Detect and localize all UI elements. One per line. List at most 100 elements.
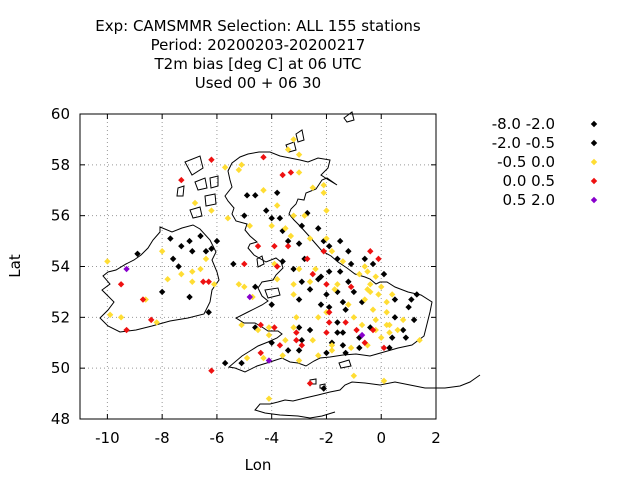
data-point (202, 255, 210, 263)
x-tick-label: -10 (95, 429, 120, 447)
data-point (386, 329, 393, 336)
data-point (243, 192, 251, 199)
data-point (347, 283, 355, 291)
data-point (375, 255, 382, 263)
coastline-map (99, 111, 481, 419)
data-point (410, 316, 418, 324)
data-point (339, 258, 347, 265)
data-point (388, 291, 396, 298)
data-point (293, 314, 300, 321)
data-point (268, 301, 275, 308)
data-point (268, 222, 275, 230)
data-point (189, 278, 196, 285)
x-tick-label: 0 (376, 429, 386, 447)
data-point (339, 298, 347, 306)
legend-label: 0.5 2.0 (503, 191, 555, 209)
data-point (350, 288, 358, 296)
data-point (213, 237, 221, 245)
data-point (290, 324, 297, 331)
data-point (290, 265, 297, 273)
data-point (123, 265, 130, 273)
data-point (290, 136, 297, 143)
data-point (257, 321, 264, 329)
data-point (164, 276, 171, 283)
data-point (265, 324, 273, 331)
data-point (241, 283, 248, 291)
data-point (169, 255, 177, 263)
data-point (290, 212, 297, 219)
data-point (254, 242, 262, 250)
data-point (153, 319, 160, 326)
data-point (408, 296, 415, 303)
data-point (293, 337, 300, 344)
data-point (383, 298, 390, 306)
data-point (290, 281, 297, 288)
data-point (367, 288, 374, 296)
legend-label: 0.0 0.5 (503, 172, 555, 190)
data-point (298, 222, 306, 230)
data-point (298, 342, 306, 349)
data-point (276, 215, 284, 222)
data-point (345, 301, 352, 308)
data-point (372, 316, 379, 324)
data-point (361, 263, 368, 270)
data-point (326, 242, 333, 250)
data-point (263, 207, 270, 214)
data-points (104, 136, 423, 402)
data-point (186, 293, 193, 301)
data-point (117, 314, 125, 321)
data-point (186, 237, 193, 245)
data-point (312, 265, 319, 273)
data-point (315, 314, 322, 321)
data-point (323, 235, 330, 242)
data-point (167, 235, 174, 242)
data-point (221, 164, 229, 171)
data-point (238, 161, 245, 169)
data-point (246, 222, 253, 230)
data-point (252, 192, 259, 199)
data-point (402, 334, 410, 341)
data-point (383, 309, 390, 316)
data-point (413, 291, 421, 298)
data-point (246, 293, 253, 301)
data-point (347, 260, 355, 268)
data-point (224, 215, 232, 222)
data-point (405, 303, 412, 311)
data-point (104, 258, 111, 265)
data-point (189, 268, 196, 275)
data-point (361, 255, 368, 263)
data-point (197, 265, 204, 273)
chart-title-line-1: Exp: CAMSMMR Selection: ALL 155 stations (95, 17, 421, 35)
legend: -8.0 -2.0-2.0 -0.5-0.5 0.00.0 0.50.5 2.0 (492, 115, 598, 209)
data-point (339, 329, 347, 336)
data-point (273, 276, 281, 283)
data-point (178, 176, 185, 184)
data-point (309, 337, 316, 344)
data-point (315, 225, 322, 232)
data-point (369, 326, 377, 334)
data-point (331, 286, 338, 293)
data-point (221, 359, 229, 367)
data-point (386, 321, 393, 329)
x-tick-label: -4 (264, 429, 279, 447)
data-point (295, 324, 303, 331)
legend-label: -2.0 -0.5 (492, 134, 555, 152)
data-point (309, 184, 316, 191)
y-tick-label: 54 (51, 258, 70, 276)
data-point (254, 326, 262, 334)
chart-title-line-2: Period: 20200203-20200217 (150, 36, 366, 54)
data-point (293, 329, 300, 336)
data-point (273, 189, 281, 196)
chart-title-line-4: Used 00 + 06 30 (194, 74, 322, 92)
data-point (295, 265, 303, 273)
data-point (208, 207, 215, 214)
data-point (260, 354, 267, 362)
data-point (326, 303, 333, 311)
data-point (265, 357, 273, 364)
data-point (367, 281, 374, 288)
data-point (260, 187, 267, 194)
data-point (367, 248, 374, 255)
data-point (235, 281, 243, 288)
data-point (350, 372, 358, 379)
data-point (279, 352, 286, 359)
